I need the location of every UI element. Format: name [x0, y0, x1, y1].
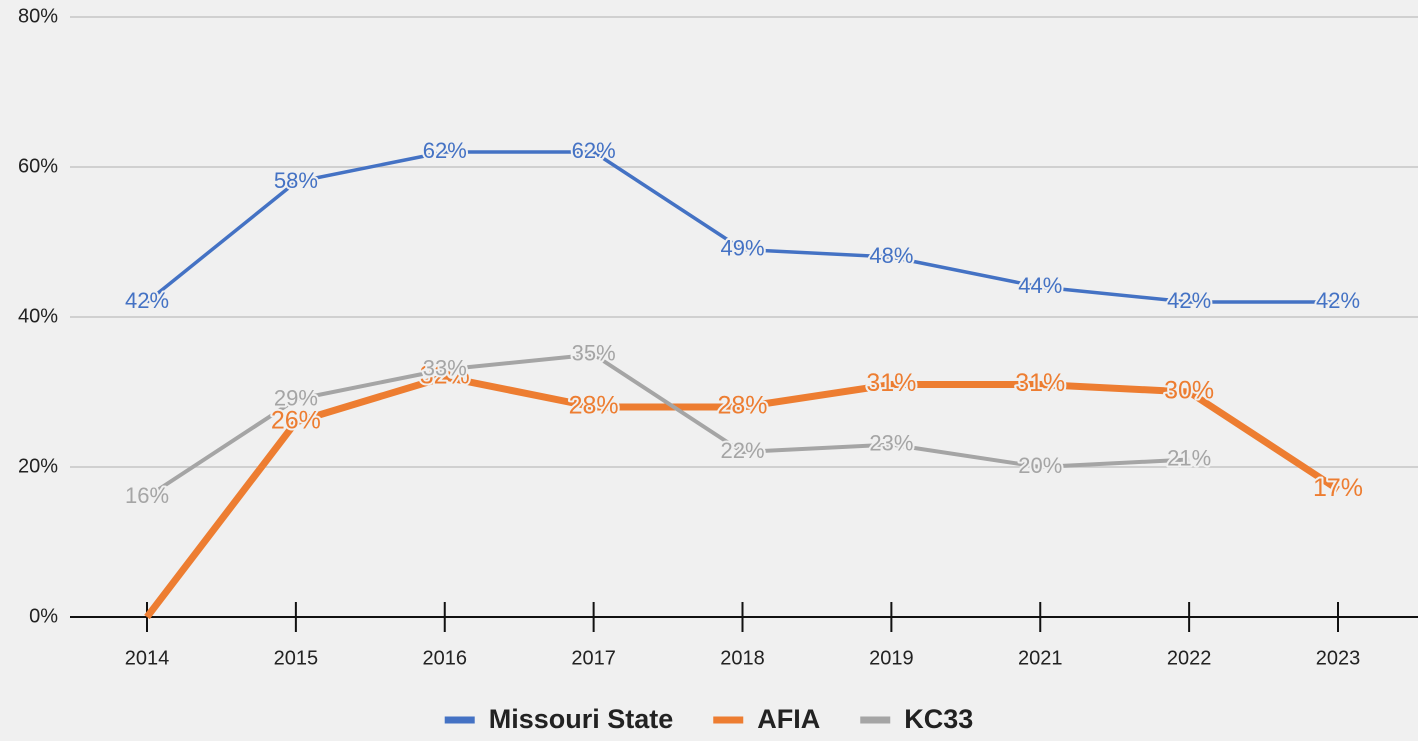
- x-tick-label: 2022: [1167, 647, 1212, 669]
- data-label: 29%: [274, 385, 318, 410]
- x-tick-label: 2014: [125, 647, 170, 669]
- x-tick-label: 2023: [1316, 647, 1361, 669]
- data-label: 31%: [1015, 369, 1065, 397]
- x-tick-label: 2019: [869, 647, 914, 669]
- y-tick-label: 0%: [29, 605, 58, 627]
- data-label: 17%: [1313, 474, 1363, 502]
- series-line: [145, 352, 1190, 499]
- x-tick-label: 2017: [571, 647, 616, 669]
- x-tick-label: 2018: [720, 647, 765, 669]
- series-line: [145, 150, 1338, 304]
- data-label: 62%: [423, 138, 467, 163]
- data-label: 22%: [720, 438, 764, 463]
- data-label: 20%: [1018, 453, 1062, 478]
- data-label: 42%: [1167, 288, 1211, 313]
- x-tick-label: 2021: [1018, 647, 1063, 669]
- data-label: 23%: [869, 430, 913, 455]
- y-tick-label: 40%: [18, 305, 58, 327]
- y-tick-label: 80%: [18, 5, 58, 27]
- data-label: 42%: [1316, 288, 1360, 313]
- data-label: 28%: [717, 392, 767, 420]
- x-tick-label: 2015: [274, 647, 319, 669]
- legend: Missouri State AFIA KC33: [444, 704, 973, 734]
- data-label: 35%: [572, 340, 616, 365]
- x-tick-label: 2016: [423, 647, 468, 669]
- data-label: 32%: [420, 362, 470, 390]
- data-label: 28%: [569, 392, 619, 420]
- data-label: 44%: [1018, 273, 1062, 298]
- data-label: 42%: [125, 288, 169, 313]
- y-tick-label: 20%: [18, 455, 58, 477]
- data-label: 48%: [869, 243, 913, 268]
- legend-label: KC33: [904, 704, 973, 734]
- data-label: 26%: [271, 407, 321, 435]
- data-label: 21%: [1167, 445, 1211, 470]
- legend-label: Missouri State: [489, 704, 674, 734]
- legend-label: AFIA: [757, 704, 820, 734]
- data-label: 49%: [720, 235, 764, 260]
- data-label: 16%: [125, 483, 169, 508]
- data-label: 33%: [423, 355, 467, 380]
- data-label: 58%: [274, 168, 318, 193]
- data-label: 31%: [866, 369, 916, 397]
- data-label: 30%: [1164, 377, 1214, 405]
- series-line: [144, 373, 1340, 620]
- data-label: 62%: [572, 138, 616, 163]
- y-tick-label: 60%: [18, 155, 58, 177]
